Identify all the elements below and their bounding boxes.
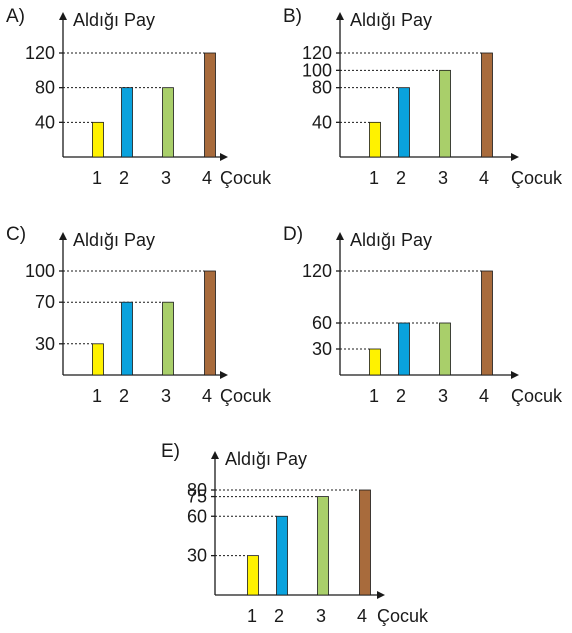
y-axis-arrow (211, 451, 219, 459)
x-category-label: 2 (396, 386, 406, 406)
chart-option-a: A) Aldığı Pay Çocuk 40 80 120 1 2 3 4 (6, 6, 272, 188)
x-category-label: 2 (119, 168, 129, 188)
bar-child-1 (92, 343, 104, 376)
y-tick-label: 30 (35, 334, 55, 354)
y-tick-label: 120 (25, 43, 55, 63)
bar-child-2 (121, 87, 133, 158)
chart-option-c: C) Aldığı Pay Çocuk 30 70 100 1 2 3 4 (6, 224, 272, 406)
bar-child-4 (204, 270, 216, 376)
x-category-label: 3 (161, 386, 171, 406)
y-axis-title: Aldığı Pay (73, 230, 155, 250)
x-axis-arrow (220, 153, 228, 161)
y-tick-label: 80 (187, 480, 207, 500)
option-letter: A) (6, 6, 25, 27)
bar-child-3 (162, 301, 174, 376)
y-axis-arrow (336, 232, 344, 240)
y-tick-label: 100 (302, 60, 332, 80)
y-tick-label: 40 (312, 112, 332, 132)
bar-child-4 (481, 52, 493, 158)
x-axis-arrow (377, 591, 385, 599)
bar-child-4 (204, 52, 216, 158)
x-axis-arrow (220, 371, 228, 379)
y-axis-title: Aldığı Pay (225, 449, 307, 469)
x-category-label: 1 (369, 386, 379, 406)
bar-child-4 (481, 270, 493, 376)
x-category-label: 2 (119, 386, 129, 406)
option-letter: E) (161, 441, 180, 462)
x-category-label: 4 (479, 168, 489, 188)
bar-child-3 (317, 496, 329, 596)
x-category-label: 4 (357, 606, 367, 626)
chart-option-d: D) Aldığı Pay Çocuk 30 60 120 1 2 3 4 (283, 224, 563, 406)
bar-child-1 (369, 121, 381, 158)
bar-child-3 (162, 87, 174, 158)
x-axis-title: Çocuk (220, 168, 272, 188)
bar-child-3 (439, 322, 451, 376)
x-category-label: 2 (396, 168, 406, 188)
x-category-label: 1 (92, 386, 102, 406)
y-axis-arrow (59, 232, 67, 240)
x-category-label: 4 (202, 386, 212, 406)
x-axis-title: Çocuk (220, 386, 272, 406)
x-axis-arrow (511, 371, 519, 379)
option-letter: B) (283, 6, 302, 27)
y-tick-label: 120 (302, 261, 332, 281)
bar-child-1 (369, 348, 381, 376)
y-tick-label: 100 (25, 261, 55, 281)
y-tick-label: 40 (35, 112, 55, 132)
x-axis-arrow (511, 153, 519, 161)
bar-child-4 (359, 489, 371, 596)
x-category-label: 2 (274, 606, 284, 626)
bar-child-2 (398, 322, 410, 376)
y-axis-title: Aldığı Pay (350, 230, 432, 250)
bar-child-2 (121, 301, 133, 376)
option-letter: C) (6, 224, 26, 245)
y-tick-label: 60 (312, 313, 332, 333)
bar-child-3 (439, 69, 451, 158)
y-axis-arrow (336, 12, 344, 20)
y-axis-title: Aldığı Pay (73, 10, 155, 30)
x-category-label: 3 (438, 168, 448, 188)
y-tick-label: 120 (302, 43, 332, 63)
x-category-label: 1 (247, 606, 257, 626)
y-tick-label: 80 (312, 78, 332, 98)
y-tick-label: 80 (35, 78, 55, 98)
y-axis-title: Aldığı Pay (350, 10, 432, 30)
x-category-label: 3 (161, 168, 171, 188)
y-tick-label: 75 (187, 487, 207, 507)
x-category-label: 1 (92, 168, 102, 188)
bar-child-1 (92, 121, 104, 158)
y-tick-label: 30 (312, 339, 332, 359)
bar-child-2 (276, 515, 288, 596)
y-tick-label: 60 (187, 506, 207, 526)
y-tick-label: 30 (187, 546, 207, 566)
x-axis-title: Çocuk (377, 606, 429, 626)
bar-child-2 (398, 87, 410, 158)
x-category-label: 4 (479, 386, 489, 406)
x-category-label: 1 (369, 168, 379, 188)
x-axis-title: Çocuk (511, 386, 563, 406)
y-axis-arrow (59, 12, 67, 20)
x-category-label: 3 (316, 606, 326, 626)
x-axis-title: Çocuk (511, 168, 563, 188)
y-tick-label: 70 (35, 292, 55, 312)
x-category-label: 4 (202, 168, 212, 188)
bar-child-1 (247, 555, 259, 596)
x-category-label: 3 (438, 386, 448, 406)
option-letter: D) (283, 224, 303, 245)
